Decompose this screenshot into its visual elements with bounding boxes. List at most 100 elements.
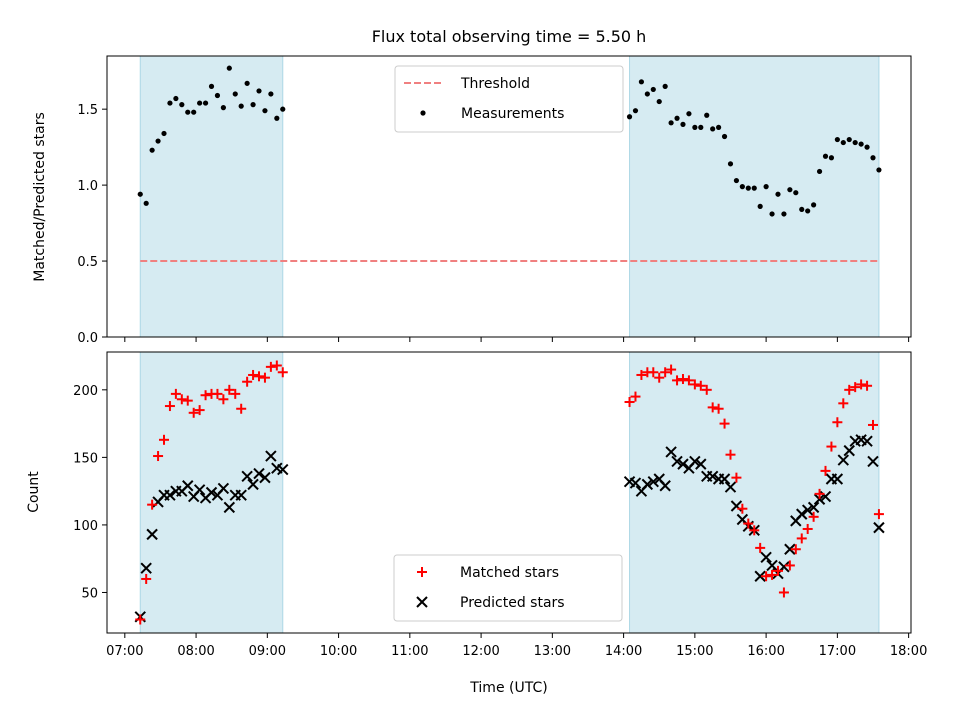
predicted-star-point — [813, 493, 826, 505]
x-tick-label: 11:00 — [391, 644, 428, 659]
matched-star-point — [784, 560, 795, 571]
legend-box — [393, 554, 623, 622]
measurement-point — [656, 98, 662, 105]
measurement-point — [179, 102, 185, 108]
predicted-star-point — [193, 484, 206, 496]
legend-matched-swatch — [417, 567, 427, 577]
legend-entry: Threshold — [404, 76, 530, 92]
predicted-star-point — [760, 551, 772, 564]
observing-interval-shade — [629, 351, 880, 634]
matched-star-point — [271, 360, 282, 371]
measurement-point — [143, 200, 149, 206]
top-legend: Threshold Measurements — [394, 65, 624, 133]
measurement-point — [858, 141, 864, 147]
matched-star-point — [212, 388, 223, 399]
predicted-star-point — [265, 450, 277, 462]
matched-star-point — [713, 403, 724, 414]
measurement-point — [191, 109, 197, 115]
matched-star-point — [873, 509, 884, 520]
bottom-legend: Matched stars Predicted stars — [393, 554, 623, 622]
x-tick-label: 10:00 — [320, 644, 357, 659]
measurement-point — [751, 185, 757, 191]
measurement-point — [876, 167, 882, 173]
predicted-star-point — [831, 473, 844, 485]
matched-star-point — [749, 525, 760, 536]
matched-star-point — [164, 401, 175, 412]
top-y-tick-label: 1.0 — [77, 179, 98, 194]
measurement-point — [834, 136, 840, 143]
matched-star-point — [790, 544, 801, 555]
matched-star-point — [683, 375, 694, 386]
top-y-tick-label: 0.5 — [77, 255, 98, 270]
measurement-point — [268, 91, 274, 97]
measurement-point — [757, 203, 763, 209]
measurement-point — [721, 133, 728, 140]
measurement-point — [674, 115, 680, 121]
measurement-point — [698, 124, 704, 130]
measurement-point — [232, 91, 238, 97]
bottom-y-axis-label: Count — [26, 471, 42, 513]
measurement-point — [799, 206, 805, 213]
matched-star-point — [677, 374, 688, 385]
matched-star-point — [743, 518, 754, 529]
top-y-tick-label: 1.5 — [77, 103, 98, 118]
predicted-star-point — [796, 508, 808, 520]
matched-star-point — [867, 419, 878, 430]
measurement-point — [632, 108, 639, 114]
measurement-point — [238, 103, 244, 109]
predicted-star-point — [629, 477, 642, 489]
bottom-y-tick-label: 50 — [81, 586, 98, 601]
matched-star-point — [153, 451, 164, 462]
measurement-point — [626, 114, 633, 120]
bottom-y-tick-label: 150 — [73, 451, 98, 466]
measurement-point — [704, 112, 710, 118]
measurement-point — [852, 139, 858, 146]
measurement-point — [727, 161, 734, 167]
legend-entry: Predicted stars — [416, 595, 565, 611]
matched-star-point — [630, 391, 641, 402]
legend-label: Threshold — [460, 76, 530, 92]
matched-star-point — [755, 542, 766, 553]
matched-star-point — [850, 382, 861, 393]
matched-star-point — [194, 405, 205, 416]
legend-box — [394, 65, 624, 133]
measurement-point — [155, 138, 161, 144]
measurement-point — [208, 83, 215, 89]
measurement-point — [250, 102, 256, 108]
measurement-point — [137, 191, 143, 197]
matched-star-point — [695, 380, 706, 391]
bottom-axes-frame — [106, 351, 912, 634]
measurement-point — [226, 65, 232, 71]
predicted-star-point — [277, 463, 289, 476]
matched-star-point — [862, 380, 873, 391]
matched-star-point — [147, 499, 158, 510]
measurement-point — [775, 191, 781, 197]
measurement-point — [280, 106, 286, 112]
x-tick-label: 07:00 — [106, 644, 143, 659]
measurement-point — [811, 202, 817, 208]
measurement-point — [787, 187, 793, 193]
predicted-star-point — [146, 528, 158, 541]
x-tick-label: 16:00 — [747, 644, 784, 659]
matched-star-point — [737, 503, 748, 514]
legend-label: Matched stars — [460, 565, 559, 581]
measurement-point — [816, 168, 823, 175]
top-axes-frame — [106, 55, 912, 338]
matched-star-point — [778, 587, 789, 598]
measurement-point — [828, 155, 835, 161]
matched-star-point — [767, 569, 778, 580]
measurement-point — [668, 120, 674, 126]
matched-star-point — [796, 533, 807, 544]
matched-star-point — [135, 614, 146, 625]
predicted-star-point — [867, 455, 879, 468]
predicted-star-point — [223, 501, 236, 514]
predicted-star-point — [689, 455, 701, 468]
measurement-point — [173, 95, 179, 102]
measurement-point — [680, 121, 686, 127]
matched-star-point — [802, 523, 813, 534]
predicted-star-point — [235, 489, 247, 501]
legend-predicted-swatch — [416, 596, 428, 608]
measurement-point — [274, 115, 280, 121]
matched-star-point — [707, 402, 718, 413]
matched-star-point — [265, 361, 276, 372]
